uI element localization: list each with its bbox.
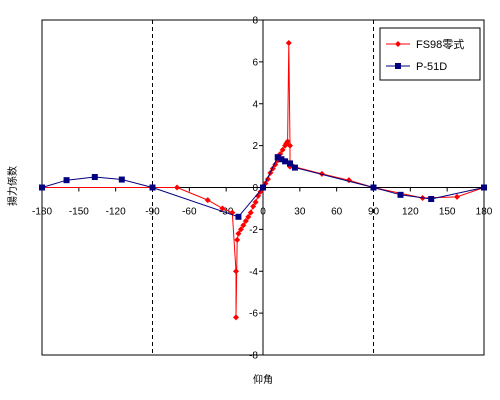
legend-box [379, 27, 481, 81]
y-axis-title: 揚力係数 [6, 166, 19, 206]
series-p51d [39, 154, 487, 220]
data-point-p51d [91, 174, 98, 181]
data-point-p51d [278, 156, 285, 163]
data-point-fs98 [279, 146, 286, 153]
data-point-fs98 [285, 40, 292, 47]
data-point-p51d [39, 184, 45, 191]
legend: FS98零式 P-51D [379, 27, 481, 81]
x-axis-title: 仰角 [253, 374, 273, 386]
data-point-fs98 [232, 314, 239, 321]
data-point-p51d [282, 158, 289, 165]
data-point-fs98 [237, 226, 244, 233]
x-tick-label: 180 [476, 207, 493, 218]
data-point-p51d [118, 176, 125, 183]
data-point-p51d [291, 164, 298, 171]
data-point-fs98 [235, 230, 242, 237]
x-tick-label: 30 [294, 207, 306, 218]
y-tick-label: -2 [249, 225, 258, 236]
series-layer [39, 40, 487, 321]
data-point-p51d [149, 184, 156, 191]
data-point-p51d [260, 184, 266, 191]
x-tick-label: -150 [69, 207, 89, 218]
data-point-p51d [428, 196, 435, 203]
x-tick-label: -30 [219, 207, 234, 218]
data-point-fs98 [453, 193, 460, 200]
x-tick-label: 150 [439, 207, 456, 218]
data-point-p51d [274, 154, 281, 161]
data-point-fs98 [287, 142, 294, 149]
x-tick-label: 90 [368, 207, 380, 218]
y-tick-label: 4 [252, 99, 258, 110]
legend-marker-p51d [395, 63, 401, 69]
data-point-fs98 [240, 222, 247, 229]
x-tick-label: 0 [260, 207, 266, 218]
data-point-fs98 [219, 205, 226, 212]
data-point-p51d [397, 191, 404, 198]
x-tick-label: -90 [145, 207, 160, 218]
data-point-p51d [235, 213, 242, 220]
data-point-fs98 [252, 199, 259, 206]
y-tick-label: -4 [249, 267, 258, 278]
legend-label-p51d: P-51D [416, 61, 447, 73]
data-point-fs98 [245, 213, 252, 220]
y-tick-label: 0 [252, 183, 258, 194]
x-tick-label: -180 [32, 207, 52, 218]
y-tick-label: 8 [252, 16, 258, 27]
data-point-fs98 [174, 184, 181, 191]
y-tick-label: 2 [252, 141, 258, 152]
x-tick-label: 120 [402, 207, 419, 218]
x-tick-label: -60 [182, 207, 197, 218]
x-tick-label: 60 [331, 207, 343, 218]
data-point-p51d [287, 160, 294, 167]
y-tick-label: -8 [249, 351, 258, 362]
legend-label-fs98: FS98零式 [416, 38, 464, 51]
y-tick-label: -6 [249, 309, 258, 320]
legend-item-p51d: P-51D [386, 61, 447, 73]
data-point-p51d [481, 184, 487, 191]
data-point-fs98 [318, 170, 325, 177]
data-point-fs98 [204, 197, 211, 204]
data-point-fs98 [232, 268, 239, 275]
legend-marker-fs98 [395, 41, 401, 47]
data-point-fs98 [234, 236, 241, 243]
x-tick-label: -120 [106, 207, 126, 218]
data-point-p51d [370, 184, 377, 191]
data-point-fs98 [242, 218, 249, 224]
legend-item-fs98: FS98零式 [386, 38, 464, 51]
y-tick-label: 6 [252, 57, 258, 68]
data-point-p51d [63, 177, 70, 184]
tick-labels: -180 -150 -120 -90 -60 -30 0 30 60 90 120 150 180-8-… [32, 16, 493, 362]
data-point-fs98 [284, 138, 291, 145]
data-point-fs98 [247, 209, 254, 216]
data-point-fs98 [250, 203, 257, 210]
